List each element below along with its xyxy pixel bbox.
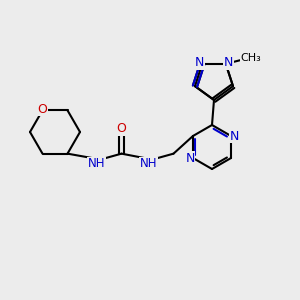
Text: NH: NH: [140, 157, 157, 170]
Text: NH: NH: [88, 157, 105, 170]
Text: O: O: [117, 122, 126, 135]
Text: N: N: [185, 152, 195, 164]
Text: O: O: [38, 103, 47, 116]
Text: CH₃: CH₃: [240, 53, 261, 63]
Text: N: N: [195, 56, 204, 69]
Text: N: N: [230, 130, 239, 142]
Text: N: N: [224, 56, 233, 69]
